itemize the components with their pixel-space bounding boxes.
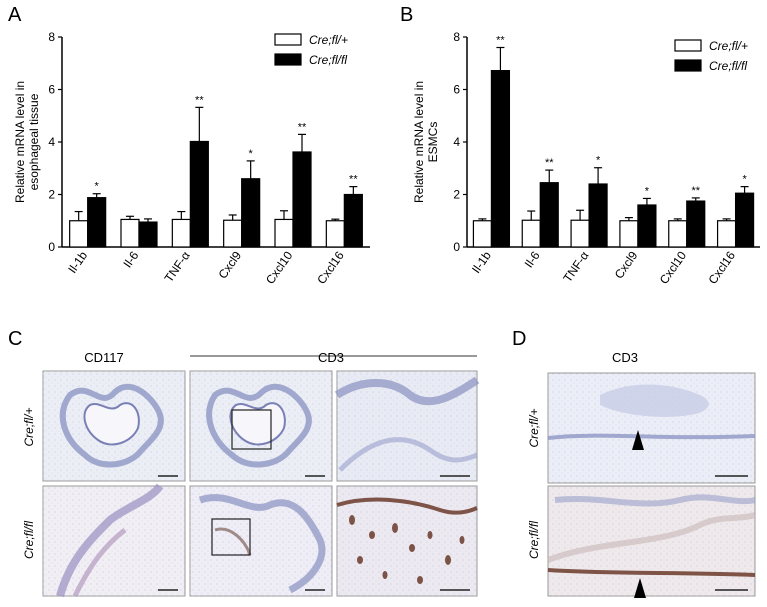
chart-b-bar-knockout: [588, 183, 608, 248]
chart-b-category-label: Il-1b: [469, 248, 494, 275]
chart-b-category-label: Cxcl10: [657, 248, 690, 286]
chart-b-category-label: TNF-α: [560, 249, 591, 285]
chart-a-ytick-label: 6: [48, 83, 55, 97]
chart-b-ytick-label: 4: [453, 135, 460, 149]
chart-a-bar-knockout: [241, 178, 261, 248]
chart-a-bar-knockout: [292, 151, 312, 248]
panel-c-label: C: [8, 328, 22, 350]
chart-b-significance: *: [596, 155, 601, 167]
panel-b-label: B: [400, 4, 413, 26]
chart-b-bar-knockout: [539, 182, 559, 248]
panel-d-title: CD3: [612, 350, 638, 365]
chart-a-bar-control: [223, 219, 243, 248]
chart-a-ylabel-line1: Relative mRNA level in: [13, 81, 27, 203]
micrograph-d-knockout: [546, 485, 756, 598]
chart-b-legend-label: Cre;fl/+: [709, 39, 748, 53]
panel-c-row2-label: Cre;fl/fl: [22, 521, 36, 559]
chart-b-significance: **: [496, 35, 505, 47]
chart-b-bar-knockout: [686, 200, 706, 248]
chart-b-bar-control: [570, 219, 590, 248]
chart-b-legend-swatch: [674, 39, 702, 52]
chart-b-ylabel-line2: ESMCs: [426, 122, 440, 163]
arrowhead-icon: [632, 430, 644, 450]
chart-b-legend-label: Cre;fl/fl: [709, 59, 747, 73]
chart-a-ytick-label: 0: [48, 240, 55, 254]
chart-a-category-label: Cxcl16: [314, 248, 347, 286]
chart-a-category-label: TNF-α: [162, 249, 193, 285]
chart-b-bar-knockout: [734, 192, 755, 248]
chart-b-bar-knockout: [490, 69, 511, 248]
chart-a-bar-control: [120, 218, 140, 248]
chart-b-significance: *: [742, 174, 747, 186]
panel-a-label: A: [8, 4, 22, 26]
chart-b-significance: **: [691, 185, 700, 197]
chart-a-ytick-label: 2: [48, 188, 55, 202]
panel-d-micrographs: CD3 Cre;fl/+ Cre;fl/fl: [527, 350, 756, 598]
chart-b-bar-control: [716, 220, 737, 248]
chart-a-legend-label: Cre;fl/+: [309, 33, 348, 47]
chart-a-category-label: Cxcl10: [263, 248, 296, 286]
chart-b-bar-knockout: [637, 204, 657, 248]
panel-c-row1-label: Cre;fl/+: [22, 407, 36, 446]
chart-b-significance: *: [645, 185, 650, 197]
chart-a-significance: **: [298, 121, 307, 133]
chart-b-ytick-label: 8: [453, 30, 460, 44]
panel-c-col-cd117: CD117: [84, 350, 124, 365]
panel-d-label: D: [512, 328, 526, 350]
chart-a-significance: *: [95, 181, 100, 193]
chart-a-legend-swatch: [274, 33, 302, 46]
chart-a-category-label: Il-6: [120, 248, 141, 270]
chart-a-category-label: Il-1b: [65, 248, 90, 275]
chart-a-significance: **: [195, 94, 204, 106]
chart-b-ylabel-line1: Relative mRNA level in: [412, 81, 426, 203]
chart-a: Relative mRNA level in esophageal tissue…: [13, 30, 370, 287]
chart-b-bar-control: [521, 219, 541, 248]
panel-d-row2-label: Cre;fl/fl: [527, 521, 541, 559]
chart-b-ytick-label: 0: [453, 240, 460, 254]
chart-a-bar-control: [69, 220, 89, 248]
chart-b-ytick-label: 6: [453, 83, 460, 97]
chart-a-significance: **: [349, 174, 358, 186]
chart-a-legend-label: Cre;fl/fl: [309, 53, 347, 67]
chart-a-legend-swatch: [274, 53, 302, 66]
chart-b-category-label: Cxcl16: [706, 248, 739, 286]
chart-b-legend-swatch: [674, 59, 702, 72]
arrowhead-icon: [634, 578, 646, 598]
micrograph-cd3-control: [189, 370, 333, 482]
chart-a-significance: *: [249, 148, 254, 160]
micrograph-cd117-control: [42, 370, 186, 482]
chart-a-bar-knockout: [138, 221, 158, 248]
micrograph-cd117-knockout: [42, 483, 186, 598]
panel-d-row1-label: Cre;fl/+: [527, 408, 541, 447]
chart-b-bar-control: [668, 220, 688, 248]
micrograph-cd3-knockout: [189, 485, 333, 597]
chart-a-category-label: Cxcl9: [215, 248, 244, 281]
chart-a-ytick-label: 4: [48, 135, 55, 149]
chart-b-category-label: Cxcl9: [612, 248, 641, 281]
chart-b-bar-control: [472, 220, 493, 248]
chart-b-significance: **: [545, 157, 554, 169]
micrograph-d-control: [547, 372, 756, 484]
chart-a-bar-knockout: [189, 140, 209, 248]
chart-a-bar-knockout: [343, 193, 363, 248]
chart-a-bar-knockout: [87, 197, 107, 248]
micrograph-cd3-control-zoom: [334, 370, 480, 482]
chart-a-bar-control: [274, 218, 294, 248]
chart-a-bar-control: [325, 220, 345, 248]
chart-b-ytick-label: 2: [453, 188, 460, 202]
panel-c-micrographs: CD117 CD3 Cre;fl/+ Cre;fl/fl: [22, 350, 480, 598]
chart-a-ytick-label: 8: [48, 30, 55, 44]
chart-b-bar-control: [619, 220, 639, 248]
chart-a-ylabel-line2: esophageal tissue: [27, 93, 41, 190]
chart-a-bar-control: [171, 218, 191, 248]
panel-c-col-cd3: CD3: [318, 350, 344, 365]
chart-b-category-label: Il-6: [522, 248, 543, 270]
micrograph-cd3-knockout-zoom: [336, 485, 478, 597]
